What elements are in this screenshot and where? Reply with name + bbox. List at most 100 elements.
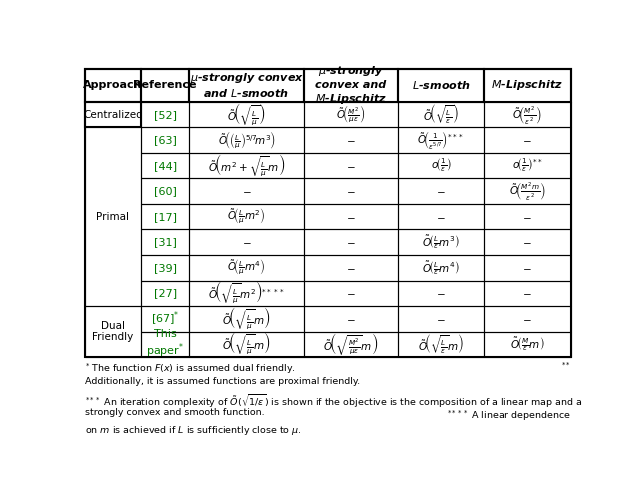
Text: $\tilde{O}\!\left(\frac{L}{\varepsilon}m^3\right)$: $\tilde{O}\!\left(\frac{L}{\varepsilon}m… — [422, 233, 460, 251]
Text: [60]: [60] — [154, 186, 177, 196]
Text: Additionally, it is assumed functions are proximal friendly.: Additionally, it is assumed functions ar… — [85, 377, 360, 387]
Text: [63]: [63] — [154, 135, 177, 145]
Bar — [141, 204, 189, 229]
Text: $-$: $-$ — [346, 237, 356, 247]
Bar — [399, 255, 484, 281]
Text: $L$-smooth: $L$-smooth — [412, 79, 470, 91]
Bar — [304, 255, 399, 281]
Text: $o\!\left(\frac{1}{\varepsilon}\right)$: $o\!\left(\frac{1}{\varepsilon}\right)$ — [431, 157, 451, 174]
Bar — [484, 229, 571, 255]
Bar — [85, 69, 571, 357]
Bar — [484, 306, 571, 332]
Text: $\tilde{O}\!\left(\sqrt{\frac{L}{\varepsilon}}m\right)$: $\tilde{O}\!\left(\sqrt{\frac{L}{\vareps… — [418, 333, 464, 356]
Bar — [85, 306, 141, 357]
Text: $^{****}$ A linear dependence: $^{****}$ A linear dependence — [447, 408, 571, 423]
Text: on $m$ is achieved if $L$ is sufficiently close to $\mu$.: on $m$ is achieved if $L$ is sufficientl… — [85, 424, 302, 437]
Text: $^{***}$ An iteration complexity of $\tilde{O}(\sqrt{1/\varepsilon})$ is shown i: $^{***}$ An iteration complexity of $\ti… — [85, 393, 582, 410]
Text: $-$: $-$ — [346, 314, 356, 324]
Text: $^{**}$: $^{**}$ — [561, 362, 571, 371]
Text: $\tilde{O}\!\left(\frac{L}{\varepsilon}m^4\right)$: $\tilde{O}\!\left(\frac{L}{\varepsilon}m… — [422, 259, 460, 277]
Text: Dual
Friendly: Dual Friendly — [92, 321, 134, 343]
Bar — [304, 306, 399, 332]
Text: Reference: Reference — [133, 80, 197, 90]
Text: [27]: [27] — [154, 288, 177, 298]
Text: Centralized: Centralized — [83, 109, 143, 120]
Text: $\tilde{O}\!\left(m^2+\sqrt{\frac{L}{\mu}}m\right)$: $\tilde{O}\!\left(m^2+\sqrt{\frac{L}{\mu… — [208, 152, 285, 179]
Text: $\tilde{O}\!\left(\frac{M^2}{\mu\varepsilon}\right)$: $\tilde{O}\!\left(\frac{M^2}{\mu\varepsi… — [337, 104, 365, 125]
Bar — [399, 306, 484, 332]
Text: $-$: $-$ — [436, 211, 446, 222]
Bar — [141, 69, 189, 102]
Bar — [484, 281, 571, 306]
Bar — [141, 127, 189, 153]
Bar — [189, 204, 304, 229]
Bar — [189, 127, 304, 153]
Text: $-$: $-$ — [522, 211, 532, 222]
Text: $-$: $-$ — [522, 237, 532, 247]
Bar — [141, 332, 189, 357]
Bar — [399, 69, 484, 102]
Text: $-$: $-$ — [522, 314, 532, 324]
Text: $-$: $-$ — [522, 263, 532, 273]
Bar — [399, 204, 484, 229]
Text: $M$-Lipschitz: $M$-Lipschitz — [492, 78, 563, 92]
Text: $\tilde{O}\!\left(\frac{1}{\varepsilon^{5/7}}\right)^{***}$: $\tilde{O}\!\left(\frac{1}{\varepsilon^{… — [417, 129, 465, 151]
Text: $\tilde{O}\!\left(\sqrt{\frac{M^2}{\mu\varepsilon}}m\right)$: $\tilde{O}\!\left(\sqrt{\frac{M^2}{\mu\v… — [323, 331, 379, 357]
Bar — [85, 102, 141, 127]
Text: $-$: $-$ — [346, 186, 356, 196]
Text: $-$: $-$ — [522, 288, 532, 298]
Text: $-$: $-$ — [436, 186, 446, 196]
Text: $o\!\left(\frac{1}{\varepsilon}\right)^{**}$: $o\!\left(\frac{1}{\varepsilon}\right)^{… — [512, 157, 543, 174]
Text: $\tilde{O}\!\left(\frac{M^2}{\varepsilon^2}\right)$: $\tilde{O}\!\left(\frac{M^2}{\varepsilon… — [513, 104, 542, 126]
Text: $-$: $-$ — [346, 211, 356, 222]
Text: strongly convex and smooth function.: strongly convex and smooth function. — [85, 408, 264, 418]
Bar — [399, 332, 484, 357]
Bar — [304, 127, 399, 153]
Bar — [399, 281, 484, 306]
Text: $\mu$-strongly convex
and $L$-smooth: $\mu$-strongly convex and $L$-smooth — [189, 71, 303, 99]
Text: $\tilde{O}\!\left(\frac{M^2 m}{\varepsilon^2}\right)$: $\tilde{O}\!\left(\frac{M^2 m}{\varepsil… — [509, 180, 546, 202]
Text: [67]$^{*}$: [67]$^{*}$ — [151, 310, 179, 328]
Text: $\tilde{O}\!\left(\frac{L}{\mu}m^2\right)$: $\tilde{O}\!\left(\frac{L}{\mu}m^2\right… — [227, 207, 266, 226]
Bar — [189, 332, 304, 357]
Text: [31]: [31] — [154, 237, 177, 247]
Bar — [189, 102, 304, 127]
Text: $-$: $-$ — [242, 237, 252, 247]
Bar — [399, 229, 484, 255]
Text: $\tilde{O}\!\left(\sqrt{\frac{L}{\varepsilon}}\right)$: $\tilde{O}\!\left(\sqrt{\frac{L}{\vareps… — [423, 103, 459, 126]
Text: $-$: $-$ — [242, 186, 252, 196]
Bar — [484, 153, 571, 178]
Text: $-$: $-$ — [346, 288, 356, 298]
Bar — [484, 102, 571, 127]
Bar — [484, 204, 571, 229]
Bar — [189, 281, 304, 306]
Text: $\tilde{O}\!\left(\frac{M}{\varepsilon}m\right)$: $\tilde{O}\!\left(\frac{M}{\varepsilon}m… — [510, 336, 545, 353]
Text: $-$: $-$ — [346, 135, 356, 145]
Text: $\tilde{O}\!\left(\sqrt{\frac{L}{\mu}}\right)$: $\tilde{O}\!\left(\sqrt{\frac{L}{\mu}}\r… — [227, 102, 266, 128]
Bar — [304, 153, 399, 178]
Text: $-$: $-$ — [346, 161, 356, 171]
Bar — [304, 204, 399, 229]
Bar — [85, 69, 141, 102]
Bar — [484, 255, 571, 281]
Text: [39]: [39] — [154, 263, 177, 273]
Bar — [141, 255, 189, 281]
Text: $^{*}$ The function $F(x)$ is assumed dual friendly.: $^{*}$ The function $F(x)$ is assumed du… — [85, 362, 296, 376]
Text: $-$: $-$ — [436, 314, 446, 324]
Bar — [484, 178, 571, 204]
Bar — [484, 69, 571, 102]
Bar — [141, 153, 189, 178]
Bar — [304, 332, 399, 357]
Text: $\tilde{O}\!\left(\sqrt{\frac{L}{\mu}}m\right)$: $\tilde{O}\!\left(\sqrt{\frac{L}{\mu}}m\… — [222, 331, 271, 357]
Bar — [141, 102, 189, 127]
Text: $-$: $-$ — [346, 263, 356, 273]
Bar — [399, 153, 484, 178]
Text: $\tilde{O}\!\left(\left(\frac{L}{\mu}\right)^{5/7}\!m^3\right)$: $\tilde{O}\!\left(\left(\frac{L}{\mu}\ri… — [218, 130, 276, 151]
Bar — [189, 255, 304, 281]
Text: $\tilde{O}\!\left(\sqrt{\frac{L}{\mu}}m^2\right)^{****}$: $\tilde{O}\!\left(\sqrt{\frac{L}{\mu}}m^… — [208, 280, 285, 307]
Bar — [141, 281, 189, 306]
Bar — [399, 102, 484, 127]
Bar — [304, 178, 399, 204]
Text: Approach: Approach — [83, 80, 143, 90]
Text: $\tilde{O}\!\left(\sqrt{\frac{L}{\mu}}m\right)$: $\tilde{O}\!\left(\sqrt{\frac{L}{\mu}}m\… — [222, 306, 271, 332]
